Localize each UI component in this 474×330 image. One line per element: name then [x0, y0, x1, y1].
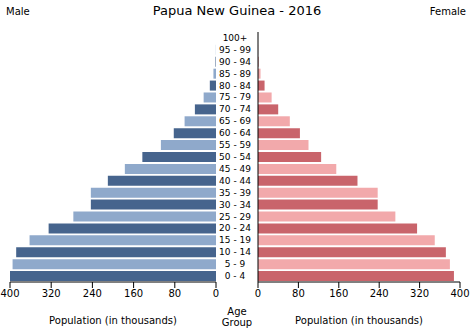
- html-text:Male: Male: [6, 6, 30, 17]
- svg-text:5 - 9: 5 - 9: [225, 259, 246, 269]
- svg-text:45 - 49: 45 - 49: [219, 164, 251, 174]
- svg-text:160: 160: [124, 288, 143, 299]
- svg-text:Population (in thousands): Population (in thousands): [49, 315, 177, 326]
- svg-text:160: 160: [329, 288, 348, 299]
- svg-text:65 - 69: 65 - 69: [219, 116, 251, 126]
- svg-text:80: 80: [292, 288, 305, 299]
- svg-text:80 - 84: 80 - 84: [219, 81, 251, 91]
- svg-text:100+: 100+: [223, 33, 248, 43]
- svg-text:85 - 89: 85 - 89: [219, 69, 251, 79]
- html-text:Age Group: Age Group: [221, 306, 253, 328]
- svg-text:0 - 4: 0 - 4: [225, 271, 246, 281]
- svg-text:50 - 54: 50 - 54: [219, 152, 251, 162]
- svg-text:240: 240: [370, 288, 389, 299]
- svg-text:240: 240: [83, 288, 102, 299]
- svg-text:15 - 19: 15 - 19: [219, 235, 251, 245]
- svg-text:35 - 39: 35 - 39: [219, 188, 251, 198]
- svg-text:95 - 99: 95 - 99: [219, 45, 251, 55]
- svg-text:80: 80: [168, 288, 181, 299]
- svg-text:40 - 44: 40 - 44: [219, 176, 251, 186]
- svg-text:55 - 59: 55 - 59: [219, 140, 251, 150]
- svg-text:320: 320: [410, 288, 429, 299]
- svg-text:0: 0: [213, 288, 219, 299]
- svg-text:0: 0: [255, 288, 261, 299]
- svg-text:60 - 64: 60 - 64: [219, 128, 251, 138]
- svg-text:Population (in thousands): Population (in thousands): [295, 315, 423, 326]
- svg-text:75 - 79: 75 - 79: [219, 92, 251, 102]
- svg-text:25 - 29: 25 - 29: [219, 212, 251, 222]
- svg-text:20 - 24: 20 - 24: [219, 223, 251, 233]
- svg-text:70 - 74: 70 - 74: [219, 104, 251, 114]
- svg-text:400: 400: [8, 288, 20, 299]
- html-text:Papua New Guinea - 2016: Papua New Guinea - 2016: [152, 3, 322, 18]
- html-text:Female: Female: [429, 6, 466, 17]
- svg-text:320: 320: [42, 288, 61, 299]
- svg-text:90 - 94: 90 - 94: [219, 57, 251, 67]
- svg-text:400: 400: [450, 288, 466, 299]
- svg-text:10 - 14: 10 - 14: [219, 247, 251, 257]
- svg-text:30 - 34: 30 - 34: [219, 200, 251, 210]
